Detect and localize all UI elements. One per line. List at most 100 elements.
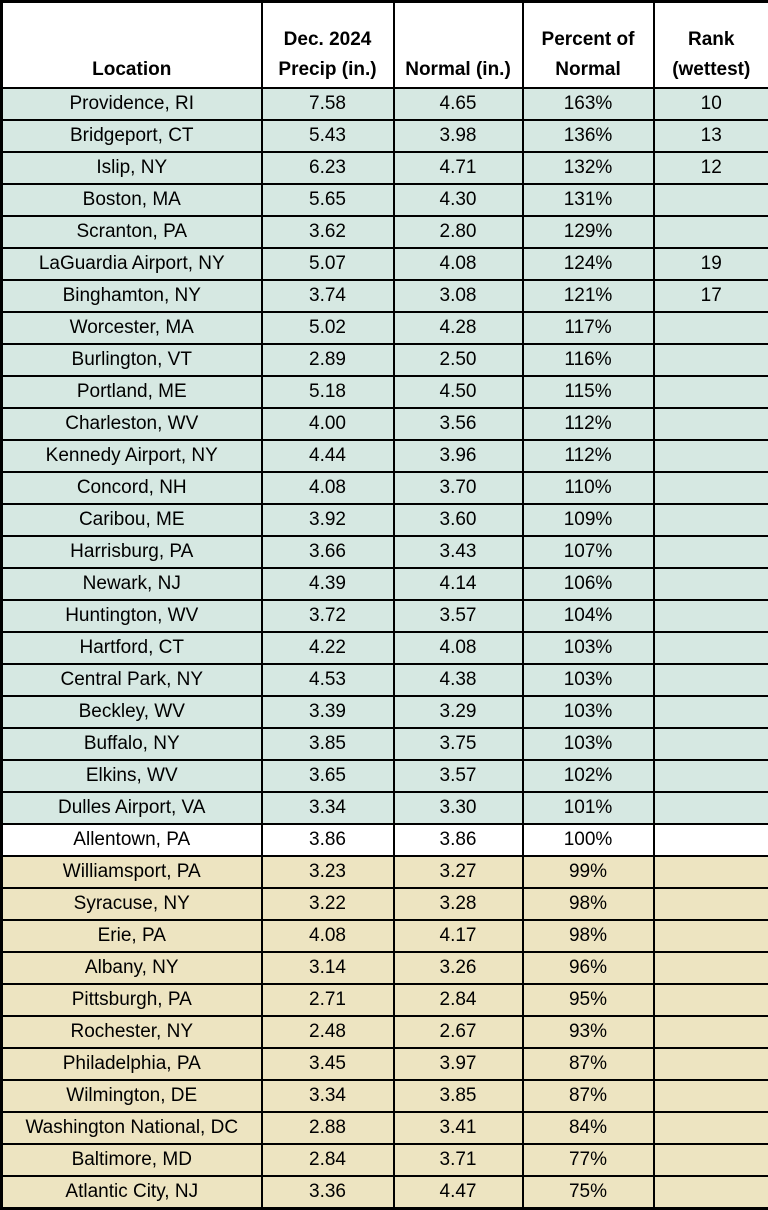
precip-cell: 3.62 bbox=[262, 216, 394, 248]
normal-cell: 4.50 bbox=[394, 376, 523, 408]
percent-cell: 136% bbox=[523, 120, 654, 152]
rank-cell bbox=[654, 984, 768, 1016]
location-cell: Portland, ME bbox=[2, 376, 262, 408]
rank-cell bbox=[654, 1112, 768, 1144]
rank-cell bbox=[654, 824, 768, 856]
location-cell: Bridgeport, CT bbox=[2, 120, 262, 152]
precip-cell: 3.86 bbox=[262, 824, 394, 856]
rank-cell bbox=[654, 856, 768, 888]
col-header-normal: Normal (in.) bbox=[394, 2, 523, 89]
normal-cell: 3.41 bbox=[394, 1112, 523, 1144]
percent-cell: 121% bbox=[523, 280, 654, 312]
precip-cell: 2.89 bbox=[262, 344, 394, 376]
precip-cell: 4.44 bbox=[262, 440, 394, 472]
normal-cell: 3.71 bbox=[394, 1144, 523, 1176]
percent-cell: 116% bbox=[523, 344, 654, 376]
precip-cell: 3.22 bbox=[262, 888, 394, 920]
rank-cell bbox=[654, 600, 768, 632]
precip-cell: 5.65 bbox=[262, 184, 394, 216]
location-cell: Binghamton, NY bbox=[2, 280, 262, 312]
normal-cell: 3.56 bbox=[394, 408, 523, 440]
location-cell: Dulles Airport, VA bbox=[2, 792, 262, 824]
location-cell: Islip, NY bbox=[2, 152, 262, 184]
precip-cell: 4.00 bbox=[262, 408, 394, 440]
normal-cell: 3.57 bbox=[394, 760, 523, 792]
location-cell: Worcester, MA bbox=[2, 312, 262, 344]
percent-cell: 132% bbox=[523, 152, 654, 184]
location-cell: Pittsburgh, PA bbox=[2, 984, 262, 1016]
normal-cell: 4.38 bbox=[394, 664, 523, 696]
normal-cell: 4.30 bbox=[394, 184, 523, 216]
percent-cell: 129% bbox=[523, 216, 654, 248]
location-cell: Harrisburg, PA bbox=[2, 536, 262, 568]
rank-cell bbox=[654, 536, 768, 568]
location-cell: Charleston, WV bbox=[2, 408, 262, 440]
rank-cell bbox=[654, 792, 768, 824]
precip-cell: 2.71 bbox=[262, 984, 394, 1016]
location-cell: Burlington, VT bbox=[2, 344, 262, 376]
location-cell: Huntington, WV bbox=[2, 600, 262, 632]
precip-cell: 5.18 bbox=[262, 376, 394, 408]
normal-cell: 3.97 bbox=[394, 1048, 523, 1080]
rank-cell bbox=[654, 696, 768, 728]
location-cell: Atlantic City, NJ bbox=[2, 1176, 262, 1209]
location-cell: Washington National, DC bbox=[2, 1112, 262, 1144]
precip-cell: 3.72 bbox=[262, 600, 394, 632]
percent-cell: 93% bbox=[523, 1016, 654, 1048]
precip-cell: 2.48 bbox=[262, 1016, 394, 1048]
rank-cell bbox=[654, 760, 768, 792]
location-cell: Williamsport, PA bbox=[2, 856, 262, 888]
rank-cell bbox=[654, 1048, 768, 1080]
precip-cell: 3.39 bbox=[262, 696, 394, 728]
percent-cell: 107% bbox=[523, 536, 654, 568]
percent-cell: 124% bbox=[523, 248, 654, 280]
precip-cell: 3.92 bbox=[262, 504, 394, 536]
precip-cell: 3.34 bbox=[262, 792, 394, 824]
rank-cell bbox=[654, 1144, 768, 1176]
percent-cell: 99% bbox=[523, 856, 654, 888]
normal-cell: 2.84 bbox=[394, 984, 523, 1016]
normal-cell: 2.50 bbox=[394, 344, 523, 376]
precip-cell: 4.53 bbox=[262, 664, 394, 696]
rank-cell bbox=[654, 184, 768, 216]
location-cell: Wilmington, DE bbox=[2, 1080, 262, 1112]
rank-cell bbox=[654, 568, 768, 600]
percent-cell: 163% bbox=[523, 88, 654, 120]
header-line: Rank bbox=[655, 25, 768, 55]
rank-cell bbox=[654, 728, 768, 760]
normal-cell: 3.60 bbox=[394, 504, 523, 536]
location-cell: Caribou, ME bbox=[2, 504, 262, 536]
location-cell: Albany, NY bbox=[2, 952, 262, 984]
location-cell: Erie, PA bbox=[2, 920, 262, 952]
rank-cell: 19 bbox=[654, 248, 768, 280]
percent-cell: 87% bbox=[523, 1080, 654, 1112]
rank-cell bbox=[654, 344, 768, 376]
rank-cell bbox=[654, 408, 768, 440]
normal-cell: 3.43 bbox=[394, 536, 523, 568]
location-cell: Buffalo, NY bbox=[2, 728, 262, 760]
percent-cell: 84% bbox=[523, 1112, 654, 1144]
normal-cell: 4.71 bbox=[394, 152, 523, 184]
rank-cell bbox=[654, 1016, 768, 1048]
location-cell: Kennedy Airport, NY bbox=[2, 440, 262, 472]
location-cell: Scranton, PA bbox=[2, 216, 262, 248]
header-line: Percent of bbox=[524, 25, 653, 55]
percent-cell: 117% bbox=[523, 312, 654, 344]
